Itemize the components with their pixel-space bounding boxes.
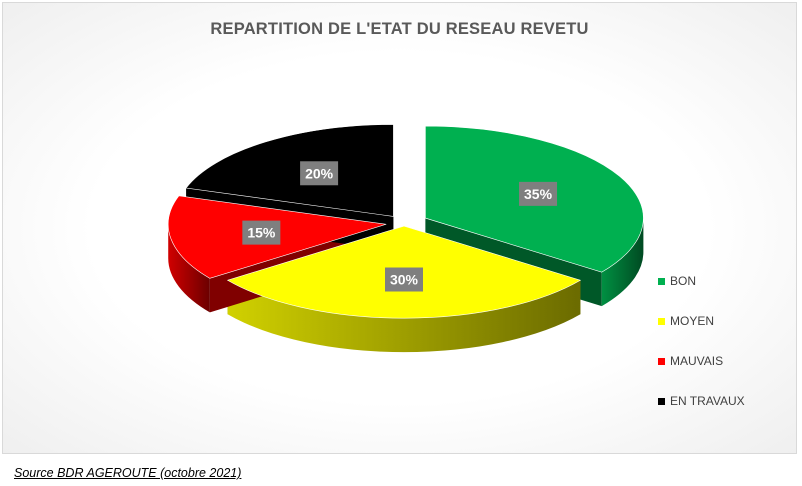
legend-label-mauvais: MAUVAIS [670, 354, 724, 368]
legend-swatch-mauvais [658, 358, 665, 365]
pie-rim-mauvais [168, 224, 210, 313]
pie-rim-moyen [227, 280, 581, 353]
data-label-box-moyen [385, 267, 423, 292]
legend-item-mauvais: MAUVAIS [658, 354, 745, 394]
data-label-text-en-travaux: 20% [305, 165, 334, 181]
legend-item-moyen: MOYEN [658, 314, 745, 354]
legend-label-en-travaux: EN TRAVAUX [670, 394, 745, 408]
chart-title: REPARTITION DE L'ETAT DU RESEAU REVETU [210, 20, 589, 38]
legend-swatch-en-travaux [658, 398, 665, 405]
pie-rim-bon [601, 218, 644, 307]
data-labels: 35% 30% 15% 20% [242, 161, 558, 292]
legend-label-moyen: MOYEN [670, 314, 715, 328]
data-label-moyen: 30% [385, 267, 423, 292]
data-label-box-en-travaux [300, 161, 339, 186]
data-label-text-mauvais: 15% [247, 225, 276, 241]
data-label-en-travaux: 20% [300, 161, 339, 186]
data-label-box-mauvais [242, 220, 281, 245]
legend-swatch-moyen [658, 318, 665, 325]
legend-swatch-bon [658, 278, 665, 285]
pie-slice-en-travaux [185, 124, 394, 217]
legend-item-en-travaux: EN TRAVAUX [658, 394, 745, 434]
chart-legend: BON MOYEN MAUVAIS EN TRAVAUX [658, 274, 745, 434]
legend-item-bon: BON [658, 274, 745, 314]
data-label-text-moyen: 30% [390, 272, 419, 288]
chart-area: REPARTITION DE L'ETAT DU RESEAU REVETU 3… [2, 2, 797, 454]
data-label-box-bon [519, 181, 558, 206]
legend-label-bon: BON [670, 274, 697, 288]
pie-chart: 35% 30% 15% 20% [167, 124, 644, 353]
data-label-mauvais: 15% [242, 220, 281, 245]
source-note: Source BDR AGEROUTE (octobre 2021) [14, 466, 242, 480]
data-label-text-bon: 35% [524, 186, 553, 202]
data-label-bon: 35% [519, 181, 558, 206]
